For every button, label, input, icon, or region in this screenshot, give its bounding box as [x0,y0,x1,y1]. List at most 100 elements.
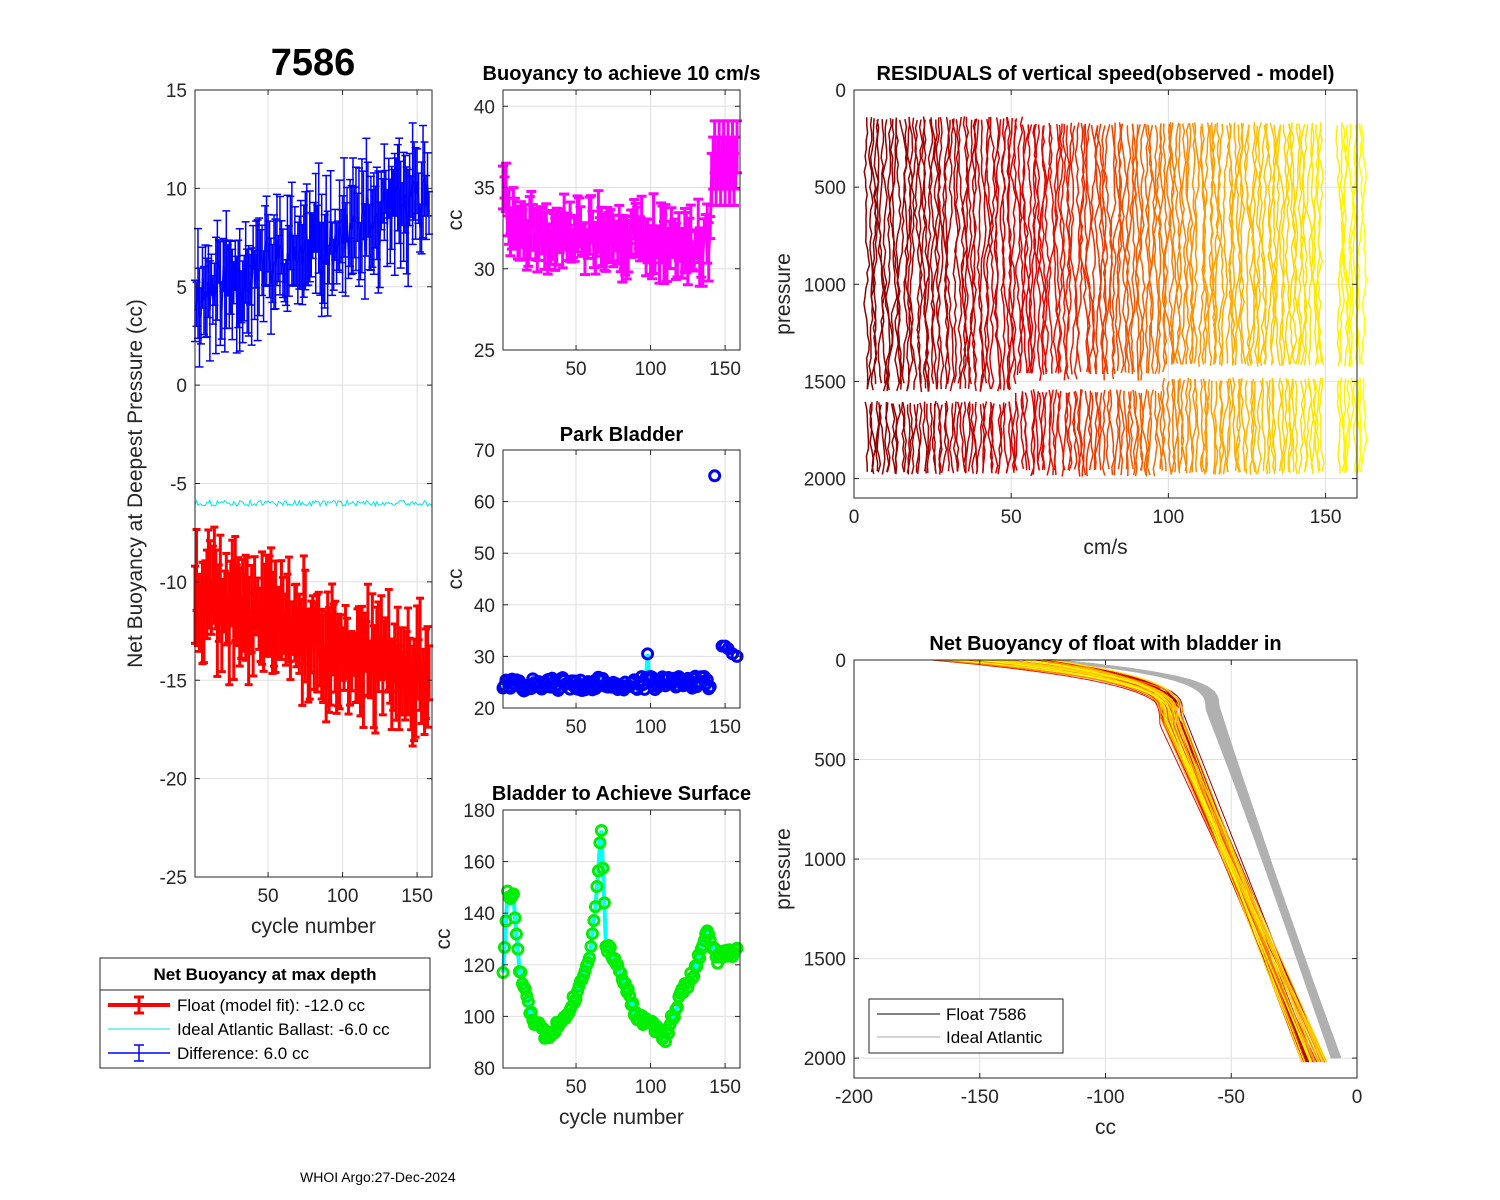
y-tick-label-7: 10 [166,179,187,200]
x-tick-label-1: -150 [961,1087,999,1108]
chart-title: RESIDUALS of vertical speed(observed - m… [877,63,1335,85]
series-float-model-fit- [191,525,434,748]
residual-profile [1064,393,1073,472]
residual-profile [1017,116,1025,374]
residual-profile [906,403,914,474]
residual-profile [926,403,933,473]
y-tick-label-5: 180 [463,801,495,822]
residual-profile [1194,378,1200,473]
residual-profile [1085,390,1092,477]
residual-profile [1172,379,1179,473]
data-point [524,1005,538,1019]
data-point [590,880,604,894]
y-axis-label: Net Buoyancy at Deepest Pressure (cc) [124,299,147,668]
series-park-bladder [496,469,744,698]
residual-profile [891,118,900,392]
x-tick-label-1: 100 [635,1077,667,1098]
x-axis-label: cc [1095,1116,1116,1139]
float-curve [1041,659,1326,1063]
residual-profile [1271,377,1277,472]
y-tick-label-4: -5 [170,475,187,496]
y-tick-label-3: -10 [160,573,187,594]
residual-profile [1130,123,1137,373]
residual-profile [1310,122,1320,364]
residual-profile [1161,377,1167,472]
residual-profile [1228,124,1234,366]
residual-profile [915,403,921,474]
residual-profile [1123,390,1129,477]
residual-profile [1094,125,1102,375]
data-point [509,927,523,941]
y-tick-label-1: 100 [463,1007,495,1028]
x-tick-label-1: 100 [327,886,359,907]
net-buoyancy-legend: Net Buoyancy at max depth Float (model f… [99,957,431,1069]
residual-profile [935,117,944,390]
residual-profile [1255,122,1262,364]
y-tick-label-2: 40 [474,596,495,617]
x-axis-label: cycle number [251,915,376,938]
residual-profile [1305,123,1315,366]
residual-profile [1288,123,1297,365]
y-tick-label-3: 140 [463,904,495,925]
ideal-atlantic-curve [1042,659,1339,1059]
residual-profile [1235,378,1242,473]
residual-profile [1031,123,1041,373]
residual-profile [993,119,1003,392]
y-axis-label: cc [444,210,467,231]
residual-profile [1076,389,1082,475]
residual-profile [1176,378,1185,472]
residual-profile [1270,380,1277,474]
float-curve [983,659,1306,1063]
residual-profile [1359,378,1368,473]
x-tick-label-0: 50 [257,886,278,907]
plot-area [496,823,744,1049]
residual-profile [915,402,923,473]
residual-profile [1152,390,1158,477]
y-tick-label-4: 2000 [804,1049,846,1070]
data-point [730,649,744,663]
residual-profile [886,118,898,392]
residual-profile [1189,379,1197,474]
buoyancy-10cms-axes: 50 100 150 25 30 35 40 Buoyancy to achieve 10 c… [444,63,760,380]
y-tick-label-3: 1500 [804,950,846,971]
ticks: 50 100 150 20 30 40 50 60 70 [474,441,741,738]
residual-profile [1307,380,1315,475]
residual-profile [1344,379,1351,474]
residual-profile [1268,122,1276,364]
residual-profile [1041,122,1053,372]
residual-profile [1184,377,1190,472]
residual-profile [1210,380,1216,475]
chart-title: Net Buoyancy of float with bladder in [929,633,1281,655]
residual-profile [1060,123,1068,381]
residual-profile [869,402,877,473]
float-curve [1005,659,1323,1063]
residual-profile [1261,377,1266,472]
series-line [503,146,739,262]
residual-profile [901,402,906,473]
x-tick-label-1: 100 [635,717,667,738]
float-curve [1003,659,1328,1063]
residual-profile [1297,380,1305,475]
legend-label-ideal: Ideal Atlantic Ballast: -6.0 cc [177,1020,390,1039]
data-point [584,939,598,953]
residual-profile [991,403,999,474]
series-ideal-atlantic-ballast [194,498,433,508]
y-tick-label-8: 15 [166,81,187,102]
residual-profile [1020,391,1025,470]
residual-profile [1113,389,1119,476]
x-axis-label: cycle number [559,1106,684,1129]
y-tick-label-1: 500 [814,178,846,199]
residual-profile [1147,124,1154,374]
residual-profile [1218,381,1225,475]
series-profile-curves [931,659,1342,1063]
y-tick-label-0: 0 [835,81,846,102]
residual-profile [1286,379,1293,473]
residual-profile [952,401,959,472]
residual-profile [1345,377,1355,472]
ticks: 50 100 150 25 30 35 40 [474,90,741,380]
residual-profile [952,118,959,383]
residual-profile [1168,122,1176,364]
residual-profile [997,402,1005,473]
residual-profile [1013,118,1023,375]
